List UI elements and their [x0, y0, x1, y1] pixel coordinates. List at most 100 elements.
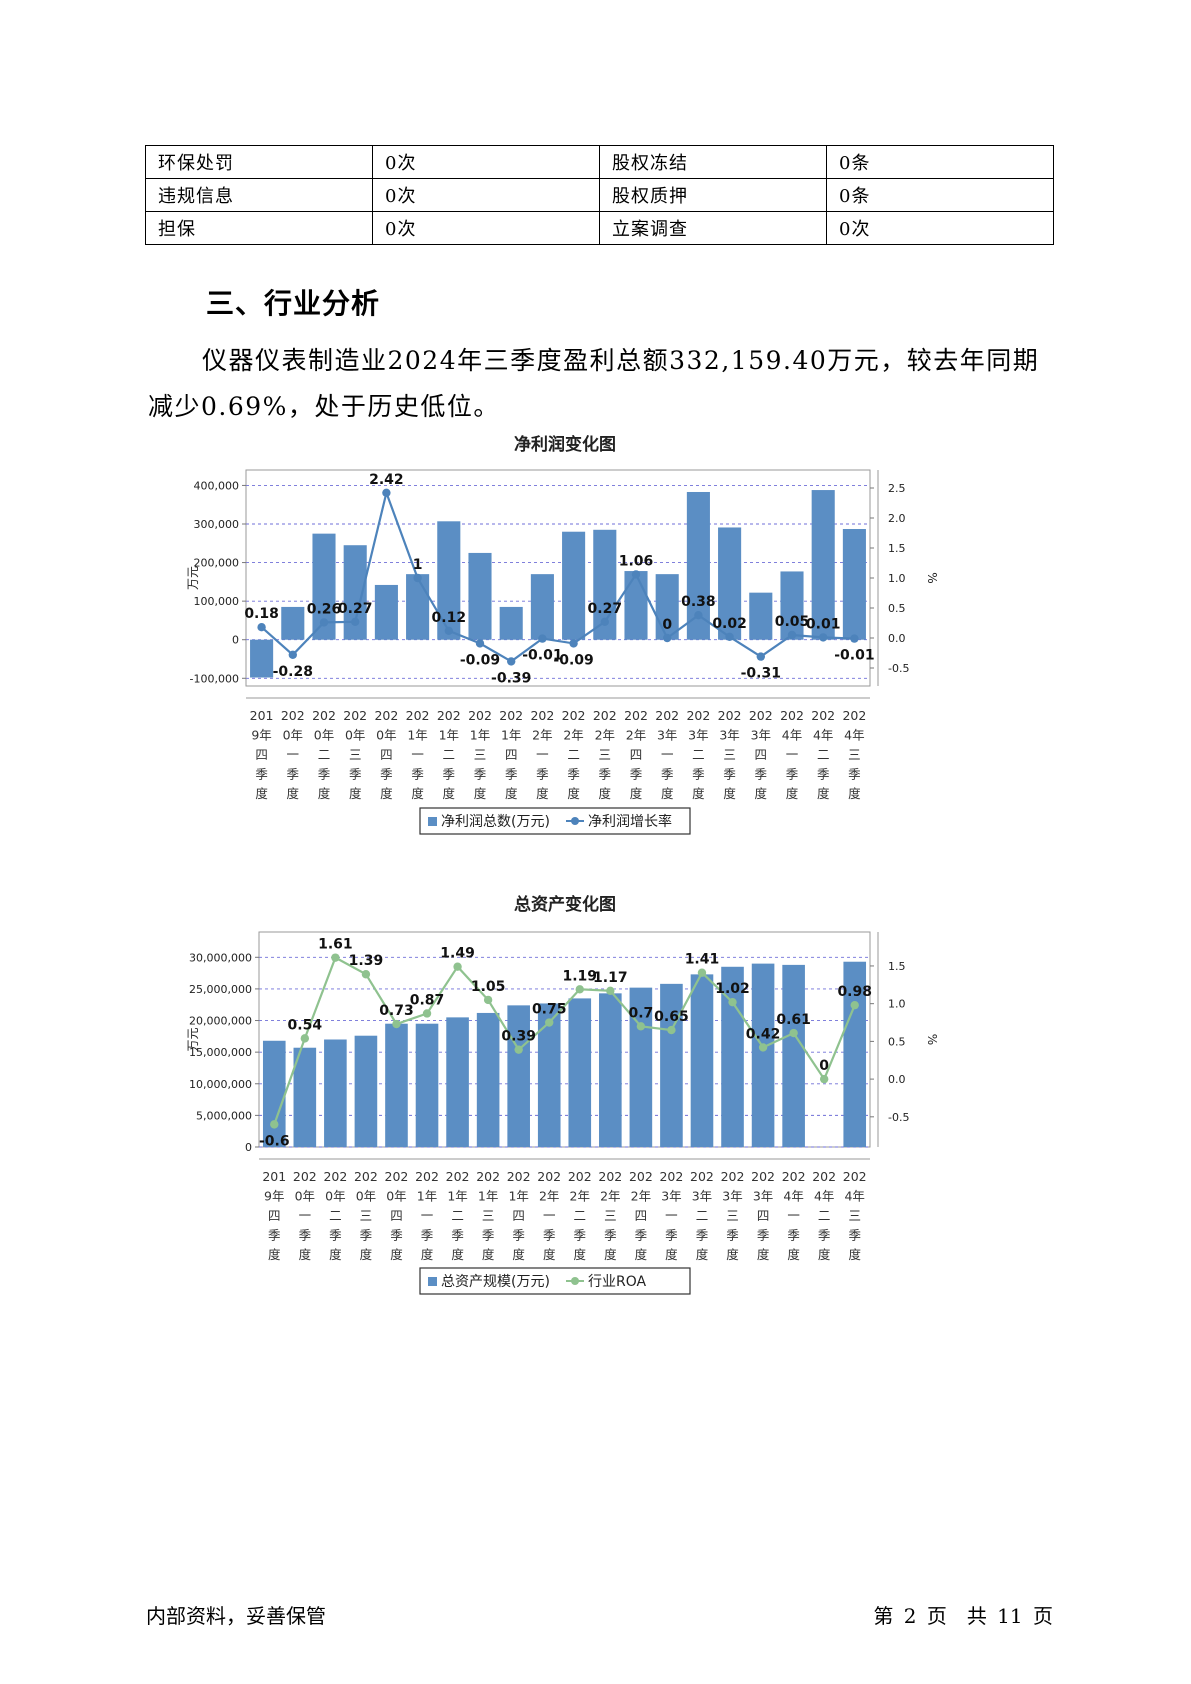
bar: [281, 606, 305, 640]
bar: [250, 639, 274, 678]
data-label: -0.39: [491, 670, 531, 686]
line-point: [270, 1120, 279, 1129]
data-label: 1.39: [349, 953, 384, 969]
x-tick-label: 度: [757, 1247, 770, 1262]
x-tick-label: 3年: [661, 1189, 681, 1204]
x-tick-label: 2年: [539, 1189, 559, 1204]
line-point: [850, 634, 859, 643]
x-tick-label: 季: [755, 767, 768, 782]
x-tick-label: 度: [421, 1247, 434, 1262]
risk-info-table: 环保处罚 0次 股权冻结 0条 违规信息 0次 股权质押 0条 担保 0次 立案调查 0次: [145, 145, 1054, 245]
x-tick-label: 201: [262, 1169, 286, 1184]
y-tick-label: -100,000: [190, 672, 239, 685]
legend-line-label: 净利润增长率: [588, 813, 672, 830]
x-tick-label: 季: [604, 1228, 617, 1243]
x-tick-label: 202: [437, 708, 461, 723]
line-point: [257, 623, 266, 632]
x-tick-label: 202: [721, 1169, 745, 1184]
bar: [343, 545, 367, 640]
line-point: [413, 573, 422, 583]
data-label: -0.09: [460, 652, 500, 668]
info-table-label-cell: 担保: [145, 211, 373, 245]
x-tick-label: 度: [329, 1247, 342, 1262]
x-tick-label: 2年: [595, 728, 615, 743]
x-tick-label: 2年: [570, 1189, 590, 1204]
x-tick-label: 季: [848, 1228, 861, 1243]
x-tick-label: 度: [360, 1247, 373, 1262]
bar: [660, 983, 683, 1147]
y-tick-label: 20,000,000: [189, 1015, 252, 1028]
x-tick-label: 度: [505, 786, 518, 801]
x-tick-label: 度: [255, 786, 268, 801]
x-tick-label: 二: [443, 747, 456, 762]
x-tick-label: 一: [786, 747, 799, 762]
x-tick-label: 季: [817, 767, 830, 782]
x-tick-label: 4年: [844, 728, 864, 743]
line-point: [545, 1018, 554, 1027]
footer-confidential: 内部资料，妥善保管: [146, 1604, 326, 1628]
x-tick-label: 四: [505, 747, 518, 762]
x-tick-label: 一: [665, 1208, 678, 1223]
info-table-label-cell: 立案调查: [599, 211, 827, 245]
y-axis-label: 万元: [186, 1027, 200, 1051]
x-tick-label: 季: [349, 767, 362, 782]
x-tick-label: 季: [696, 1228, 709, 1243]
x-tick-label: 四: [380, 747, 393, 762]
data-label: -0.6: [259, 1133, 290, 1149]
y-tick-label: 200,000: [194, 557, 240, 570]
x-tick-label: 202: [343, 708, 367, 723]
line-point: [422, 1009, 432, 1018]
x-tick-label: 202: [507, 1169, 531, 1184]
bar: [312, 533, 336, 640]
data-label: 1.61: [318, 937, 353, 953]
line-point: [636, 1022, 646, 1031]
y-tick-label: 100,000: [194, 595, 240, 608]
data-label: 0.75: [532, 1002, 567, 1018]
x-tick-label: 202: [659, 1169, 683, 1184]
net-profit-chart-svg: 净利润变化图 -100,000 0 100,000 200,000 300,000 400,…: [186, 434, 939, 835]
info-table-row: 违规信息 0次 股权质押 0条: [145, 178, 1054, 212]
x-tick-label: 度: [451, 1247, 464, 1262]
line-point: [631, 570, 641, 579]
bar: [293, 1047, 317, 1147]
total-assets-chart: 总资产变化图 0 5,000,000 10,000,000 15,000,000 20,0…: [175, 890, 955, 1350]
x-tick-label: 0年: [283, 728, 303, 743]
y2-tick-label: 1.5: [888, 542, 906, 555]
x-tick-label: 度: [299, 1247, 312, 1262]
x-tick-label: 季: [474, 767, 487, 782]
x-tick-label: 202: [749, 708, 773, 723]
x-tick-label: 一: [661, 747, 674, 762]
y-tick-label: 5,000,000: [196, 1109, 252, 1122]
x-tick-label: 二: [574, 1208, 587, 1223]
x-tick-label: 度: [630, 786, 643, 801]
line-point: [444, 626, 453, 635]
bar: [843, 961, 867, 1147]
bar: [499, 606, 523, 640]
x-tick-label: 202: [843, 1169, 867, 1184]
x-tick-label: 3年: [719, 728, 739, 743]
x-tick-label: 度: [723, 786, 736, 801]
data-label: 1.05: [471, 979, 506, 995]
data-label: 0.01: [806, 616, 841, 632]
x-tick-label: 2年: [600, 1189, 620, 1204]
y-tick-label: 10,000,000: [189, 1078, 252, 1091]
x-tick-label: 一: [421, 1208, 434, 1223]
x-tick-label: 202: [655, 708, 679, 723]
x-tick-label: 202: [530, 708, 554, 723]
bar: [437, 521, 461, 640]
x-tick-label: 二: [567, 747, 580, 762]
x-tick-label: 二: [817, 747, 830, 762]
bar: [624, 571, 648, 640]
info-table-value-cell: 0条: [826, 178, 1054, 212]
line-point: [758, 1043, 768, 1052]
x-tick-label: 季: [786, 767, 799, 782]
line-point: [850, 1000, 859, 1010]
line-point: [382, 488, 391, 497]
y-tick-label: 30,000,000: [189, 951, 252, 964]
info-table-value-cell: 0次: [372, 145, 600, 179]
line-point: [514, 1045, 523, 1054]
x-tick-label: 三: [599, 747, 612, 762]
x-tick-label: 二: [318, 747, 331, 762]
info-table-label-cell: 违规信息: [145, 178, 373, 212]
data-label: 1.06: [619, 553, 654, 569]
